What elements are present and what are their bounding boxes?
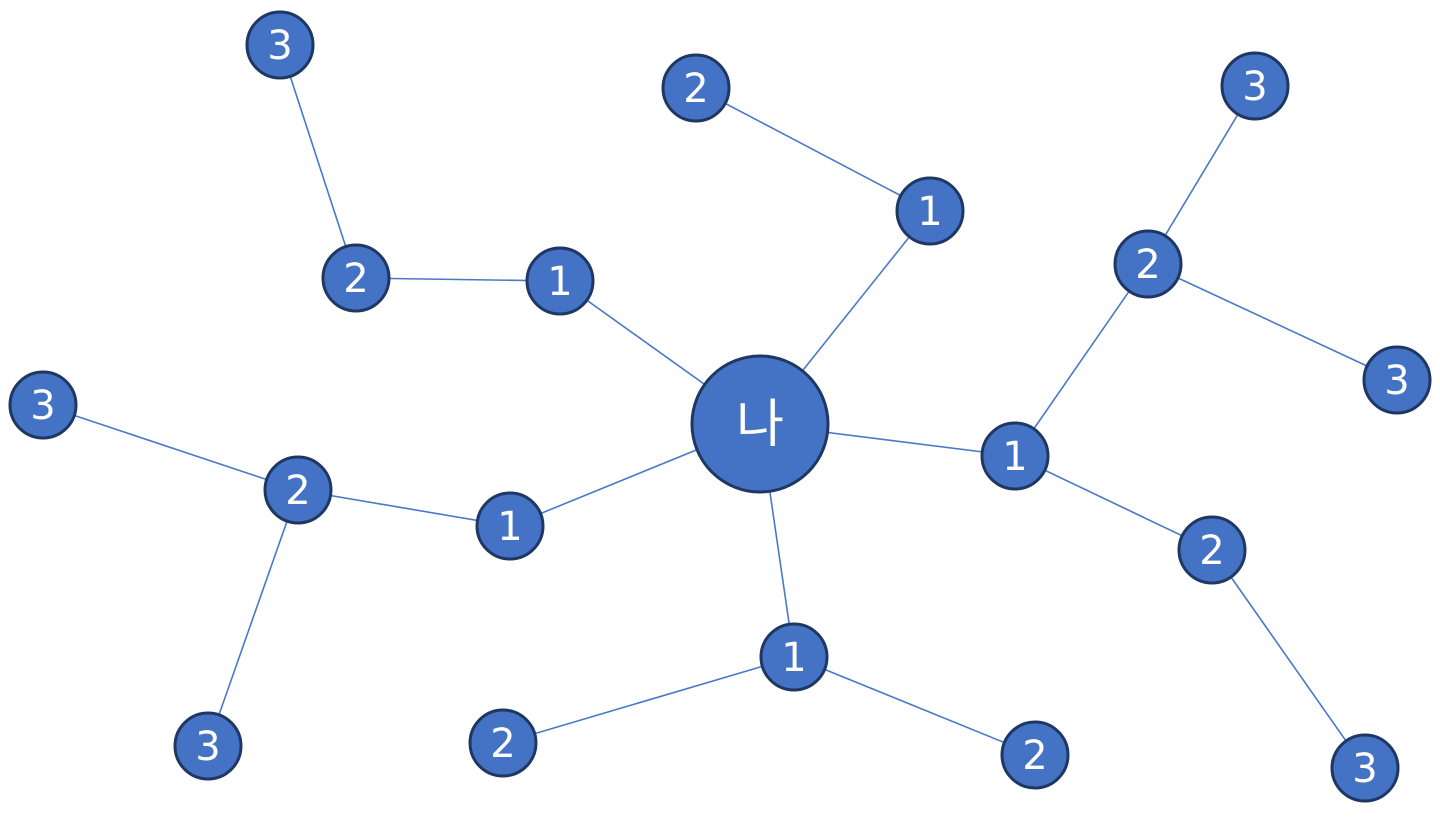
edge-d1-d2a <box>502 656 795 744</box>
edge-e2a-e3b <box>1147 263 1398 381</box>
node-label: 2 <box>1022 733 1047 779</box>
node-circle <box>468 708 538 778</box>
node-circle <box>1177 515 1247 585</box>
node-circle <box>525 246 595 316</box>
node-b1: 1 <box>525 246 595 316</box>
edge-c2-c3a <box>42 404 299 491</box>
node-label: 3 <box>267 23 292 69</box>
node-circle <box>1220 51 1290 121</box>
node-e3b: 3 <box>1362 345 1432 415</box>
node-d2a: 2 <box>468 708 538 778</box>
node-circle <box>245 10 315 80</box>
node-circle <box>475 491 545 561</box>
node-circle <box>8 370 78 440</box>
node-label: 3 <box>30 383 55 429</box>
node-circle <box>980 421 1050 491</box>
edge-a1-a2 <box>695 87 931 212</box>
center-node-label: 나 <box>736 395 784 455</box>
node-a1: 1 <box>895 176 965 246</box>
node-circle <box>1113 229 1183 299</box>
edge-e1-e2a <box>1014 263 1149 457</box>
node-circle <box>1362 345 1432 415</box>
node-label: 3 <box>1352 746 1377 792</box>
edge-b2-a3 <box>279 44 357 279</box>
edge-c2-c3b <box>207 489 299 747</box>
node-circle <box>263 455 333 525</box>
node-circle <box>759 622 829 692</box>
node-b2: 2 <box>321 243 391 313</box>
node-label: 2 <box>490 721 515 767</box>
center-node: 나 <box>690 354 830 494</box>
node-a3: 3 <box>245 10 315 80</box>
center-node-circle <box>690 354 830 494</box>
node-label: 2 <box>1199 528 1224 574</box>
node-label: 2 <box>683 66 708 112</box>
node-label: 1 <box>497 504 522 550</box>
node-circle <box>1000 720 1070 790</box>
node-c1: 1 <box>475 491 545 561</box>
node-c3b: 3 <box>173 711 243 781</box>
node-e1: 1 <box>980 421 1050 491</box>
node-e3a: 3 <box>1220 51 1290 121</box>
node-label: 2 <box>1135 242 1160 288</box>
node-circle <box>895 176 965 246</box>
node-label: 2 <box>343 256 368 302</box>
node-e3c: 3 <box>1330 733 1400 803</box>
node-label: 3 <box>1384 358 1409 404</box>
node-e2b: 2 <box>1177 515 1247 585</box>
nodes-layer: 나 1 2 3 1 2 1 2 3 3 1 2 2 1 2 3 3 2 3 <box>8 10 1432 803</box>
edge-e2a-e3a <box>1147 85 1256 265</box>
node-circle <box>173 711 243 781</box>
edge-e2b-e3c <box>1211 549 1366 769</box>
node-d2b: 2 <box>1000 720 1070 790</box>
node-label: 1 <box>547 259 572 305</box>
node-a2: 2 <box>661 53 731 123</box>
node-circle <box>661 53 731 123</box>
edge-e1-e2b <box>1014 455 1213 551</box>
node-c2: 2 <box>263 455 333 525</box>
edge-c1-c2 <box>297 489 511 527</box>
node-label: 2 <box>285 468 310 514</box>
node-e2a: 2 <box>1113 229 1183 299</box>
node-circle <box>1330 733 1400 803</box>
node-label: 1 <box>1002 434 1027 480</box>
node-label: 3 <box>195 724 220 770</box>
edge-d1-d2b <box>793 656 1036 756</box>
node-d1: 1 <box>759 622 829 692</box>
node-label: 1 <box>781 635 806 681</box>
node-circle <box>321 243 391 313</box>
node-label: 1 <box>917 189 942 235</box>
node-label: 3 <box>1242 64 1267 110</box>
node-c3a: 3 <box>8 370 78 440</box>
